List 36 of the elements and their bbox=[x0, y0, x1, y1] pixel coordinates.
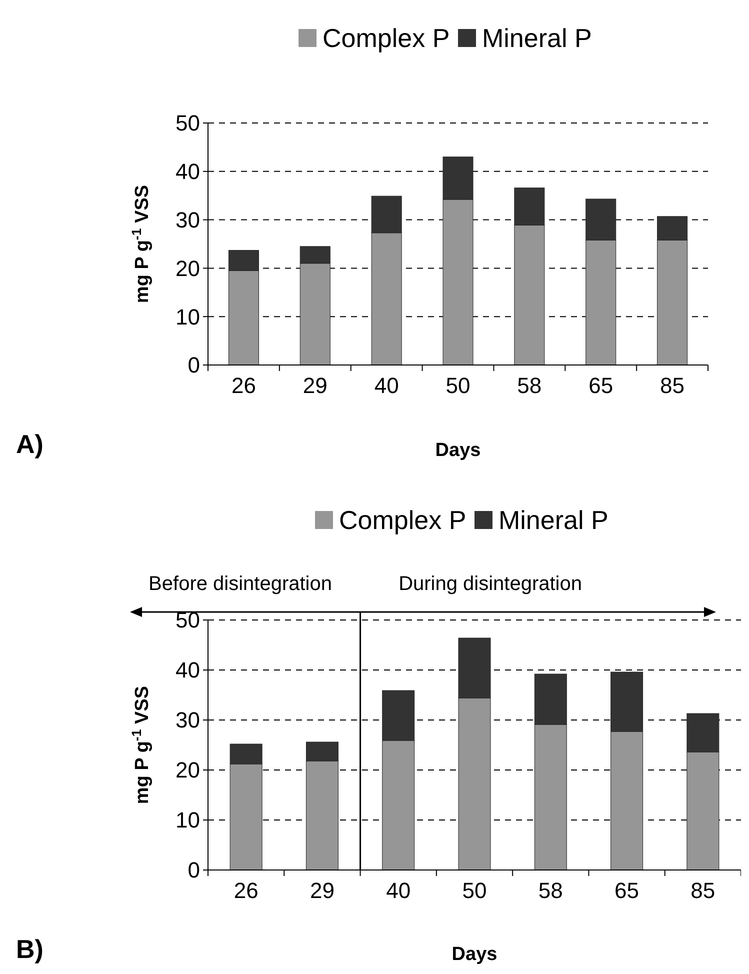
x-tick-label: 58 bbox=[517, 373, 542, 398]
x-axis-title: Days bbox=[435, 440, 481, 461]
x-tick-label: 85 bbox=[690, 878, 716, 903]
x-tick-label: 58 bbox=[538, 878, 563, 903]
x-tick-label: 26 bbox=[234, 878, 258, 903]
text: A) bbox=[16, 429, 44, 459]
legend-label: Complex P bbox=[339, 505, 466, 536]
text: B) bbox=[16, 934, 44, 964]
x-axis-title: Days bbox=[452, 944, 498, 965]
y-tick-label: 30 bbox=[176, 708, 200, 733]
text: Before disintegration bbox=[148, 573, 332, 595]
y-tick-label: 10 bbox=[176, 304, 200, 330]
y-tick-label: 20 bbox=[176, 256, 200, 281]
y-tick-label: 30 bbox=[176, 208, 200, 232]
text: During disintegration bbox=[398, 573, 582, 595]
y-tick-label: 20 bbox=[176, 758, 200, 783]
x-tick-label: 26 bbox=[231, 373, 256, 398]
x-tick-label: 40 bbox=[374, 373, 399, 398]
x-tick-label: 85 bbox=[660, 373, 685, 398]
legend-label: Mineral P bbox=[498, 505, 608, 536]
y-tick-label: 10 bbox=[176, 808, 200, 833]
x-tick-label: 65 bbox=[614, 878, 640, 903]
x-tick-label: 50 bbox=[446, 373, 470, 398]
y-tick-label: 50 bbox=[176, 608, 200, 633]
x-tick-label: 29 bbox=[310, 878, 334, 903]
x-tick-label: 65 bbox=[588, 373, 614, 398]
y-tick-label: 50 bbox=[176, 110, 200, 136]
y-tick-label: 40 bbox=[176, 159, 200, 184]
legend-label: Complex P bbox=[322, 23, 450, 54]
x-tick-label: 40 bbox=[386, 878, 411, 903]
x-tick-label: 29 bbox=[302, 373, 328, 398]
x-tick-label: 50 bbox=[462, 878, 487, 903]
y-tick-label: 0 bbox=[188, 858, 200, 883]
y-tick-label: 0 bbox=[188, 352, 200, 378]
y-tick-label: 40 bbox=[176, 658, 200, 683]
legend-label: Mineral P bbox=[482, 23, 592, 54]
